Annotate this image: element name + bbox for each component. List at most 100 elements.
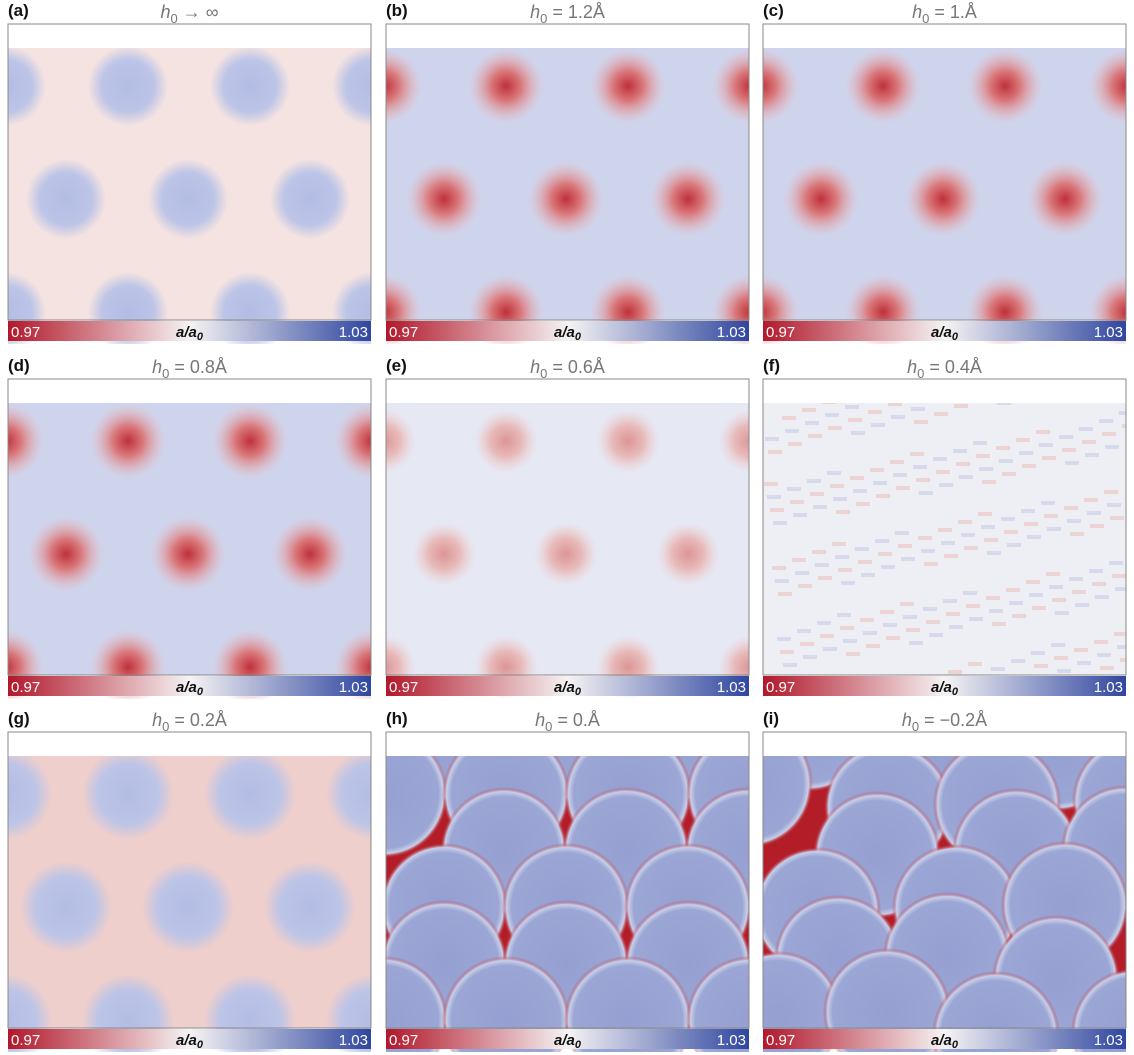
heatmap-texture xyxy=(971,383,985,387)
heatmap-texture xyxy=(865,397,879,401)
title-symbol: h xyxy=(902,710,912,730)
colorbar-label: a/a0 xyxy=(931,1032,959,1051)
heatmap-texture xyxy=(1104,490,1118,494)
heatmap-texture xyxy=(963,591,977,595)
colorbar-label: a/a0 xyxy=(931,324,959,343)
heatmap-texture xyxy=(1115,587,1126,591)
heatmap-texture xyxy=(1037,385,1051,389)
panel: (d) h0 = 0.8Å0.97 1.03a/a0 xyxy=(7,356,372,699)
title-symbol: h xyxy=(160,2,170,22)
heatmap-texture xyxy=(906,628,920,632)
heatmap-texture xyxy=(770,508,784,512)
heatmap-texture xyxy=(905,381,919,385)
heatmap-texture xyxy=(926,620,940,624)
heatmap-blob xyxy=(845,48,921,124)
colorbar-label-sub: 0 xyxy=(952,331,959,343)
heatmap-texture xyxy=(805,421,819,425)
heatmap-texture xyxy=(841,581,855,585)
heatmap-texture xyxy=(1017,393,1031,397)
colorbar-max: 1.03 xyxy=(1094,679,1123,696)
heatmap-texture xyxy=(994,388,1008,392)
heatmap-texture xyxy=(764,482,778,486)
title-value: = 1.Å xyxy=(929,2,977,22)
heatmap-texture xyxy=(788,442,802,446)
heatmap-blob xyxy=(386,48,422,124)
heatmap-texture xyxy=(896,486,910,490)
heatmap-texture xyxy=(931,399,945,403)
title-value: = 0.6Å xyxy=(547,357,605,377)
heatmap-texture xyxy=(1089,569,1103,573)
heatmap-texture xyxy=(798,584,812,588)
title-symbol: h xyxy=(530,2,540,22)
title-symbol: h xyxy=(152,710,162,730)
heatmap-blob xyxy=(528,161,604,237)
heatmap-texture xyxy=(939,483,953,487)
colorbar-label: a/a0 xyxy=(554,1032,582,1051)
heatmap-texture xyxy=(1090,524,1104,528)
heatmap-texture xyxy=(808,434,822,438)
heatmap-texture xyxy=(792,558,806,562)
heatmap-texture xyxy=(953,449,967,453)
title-value: = 0.8Å xyxy=(169,357,227,377)
heatmap-blob xyxy=(718,409,749,473)
panel-label: (i) xyxy=(763,709,779,728)
heatmap-texture xyxy=(1022,464,1036,468)
colorbar-min: 0.97 xyxy=(766,1032,795,1049)
heatmap-texture xyxy=(815,563,829,567)
colorbar-label: a/a0 xyxy=(554,679,582,698)
heatmap-texture xyxy=(878,552,892,556)
heatmap-texture xyxy=(991,667,1005,671)
heatmap-texture xyxy=(1095,595,1109,599)
heatmap-blob xyxy=(763,48,799,124)
heatmap-texture xyxy=(1067,519,1081,523)
heatmap-blob xyxy=(28,516,104,592)
heatmap-texture xyxy=(1039,443,1053,447)
heatmap-texture xyxy=(802,408,816,412)
panel: (e) h0 = 0.6Å0.97 1.03a/a0 xyxy=(385,356,750,699)
title-subscript: 0 xyxy=(917,366,924,381)
title-subscript: 0 xyxy=(540,11,547,26)
heatmap-texture xyxy=(1114,632,1126,636)
heatmap-texture xyxy=(880,610,894,614)
heatmap-texture xyxy=(944,554,958,558)
heatmap-cell xyxy=(386,756,448,858)
heatmap-texture xyxy=(863,631,877,635)
heatmap-blob xyxy=(596,409,660,473)
heatmap-blob xyxy=(8,403,44,479)
heatmap-texture xyxy=(1014,380,1028,384)
heatmap-texture xyxy=(868,410,882,414)
title-value: = 0.2Å xyxy=(169,710,227,730)
heatmap-texture xyxy=(840,626,854,630)
heatmap-texture xyxy=(968,662,982,666)
heatmap-texture xyxy=(1077,661,1091,665)
heatmap-texture xyxy=(818,576,832,580)
colorbar-min: 0.97 xyxy=(389,679,418,696)
heatmap-texture xyxy=(996,446,1010,450)
colorbar xyxy=(8,1029,371,1049)
heatmap-texture xyxy=(924,562,938,566)
colorbar-label: a/a0 xyxy=(176,679,204,698)
heatmap-texture xyxy=(765,437,779,441)
heatmap-texture xyxy=(909,641,923,645)
heatmap-texture xyxy=(797,629,811,633)
heatmap-frame xyxy=(385,23,750,321)
heatmap-texture xyxy=(992,622,1006,626)
heatmap-blob xyxy=(212,403,288,479)
heatmap-texture xyxy=(1042,456,1056,460)
heatmap-texture xyxy=(903,615,917,619)
heatmap-texture xyxy=(943,599,957,603)
heatmap-blob xyxy=(412,522,476,586)
heatmap-frame xyxy=(385,731,750,1029)
heatmap-texture xyxy=(800,642,814,646)
panel: (f) h0 = 0.4Å0.97 1.03a/a0 xyxy=(762,356,1127,698)
heatmap-texture xyxy=(876,494,890,498)
title-subscript: 0 xyxy=(545,719,552,734)
heatmap-texture xyxy=(1027,535,1041,539)
heatmap-texture xyxy=(856,502,870,506)
title-symbol: h xyxy=(535,710,545,730)
heatmap-texture xyxy=(1059,435,1073,439)
panel-title: h0 = 0.2Å xyxy=(152,710,227,734)
heatmap-texture xyxy=(893,473,907,477)
heatmap-texture xyxy=(1044,514,1058,518)
heatmap-texture xyxy=(1074,648,1088,652)
